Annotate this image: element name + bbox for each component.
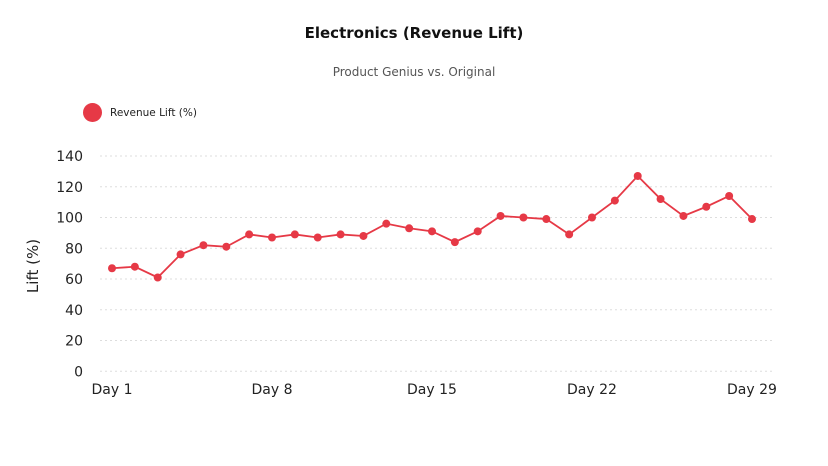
data-point (428, 227, 436, 236)
x-tick-label: Day 29 (727, 382, 777, 398)
data-point (588, 213, 596, 222)
y-axis-label: Lift (%) (24, 239, 42, 293)
legend-label: Revenue Lift (%) (110, 106, 197, 119)
y-tick-label: 100 (56, 211, 83, 227)
data-point (519, 213, 528, 222)
chart-title: Electronics (Revenue Lift) (304, 24, 524, 42)
data-point (108, 264, 116, 273)
data-point (290, 230, 299, 239)
data-point (725, 191, 734, 200)
y-tick-label: 60 (65, 272, 83, 288)
y-tick-label: 80 (65, 241, 83, 257)
data-point (176, 250, 185, 259)
y-tick-label: 20 (65, 334, 83, 350)
legend-marker (83, 103, 102, 122)
series-line (111, 174, 753, 279)
data-point (153, 273, 162, 282)
data-point (450, 238, 459, 247)
data-point (405, 224, 414, 233)
data-point (496, 211, 505, 220)
data-point (702, 202, 711, 211)
data-point (542, 215, 551, 224)
data-point (130, 262, 139, 271)
chart-subtitle: Product Genius vs. Original (332, 65, 496, 79)
data-point (222, 242, 231, 251)
data-point (359, 231, 368, 240)
data-point (336, 230, 345, 239)
y-tick-label: 40 (65, 303, 83, 319)
data-point (656, 195, 665, 204)
data-point (313, 233, 322, 242)
data-point (633, 171, 642, 180)
x-tick-label: Day 1 (91, 382, 132, 398)
x-tick-label: Day 15 (407, 382, 457, 398)
y-tick-label: 140 (56, 149, 83, 165)
x-tick-label: Day 22 (567, 382, 617, 398)
data-point (748, 215, 756, 224)
data-point (610, 196, 619, 205)
legend: Revenue Lift (%) (83, 103, 197, 122)
data-point (473, 227, 482, 236)
y-tick-label: 0 (74, 364, 83, 380)
data-point (679, 211, 688, 220)
data-point (565, 230, 574, 239)
x-tick-label: Day 8 (251, 382, 292, 398)
data-point (245, 230, 254, 239)
data-point (199, 241, 208, 250)
y-tick-label: 120 (56, 180, 83, 196)
data-point (382, 219, 391, 228)
data-point (268, 233, 276, 242)
